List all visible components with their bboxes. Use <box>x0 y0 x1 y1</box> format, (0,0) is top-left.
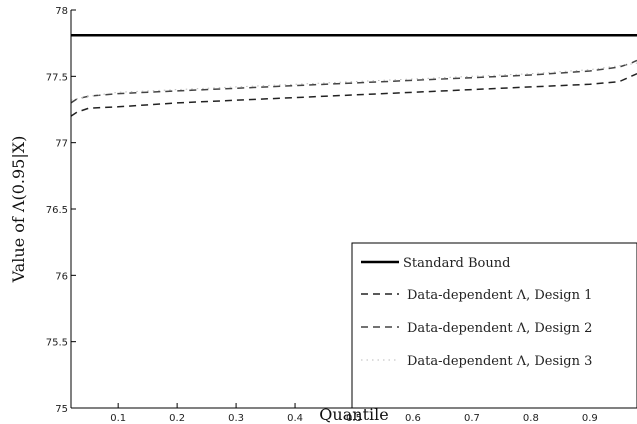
y-tick-label: 76.5 <box>46 205 68 216</box>
legend-label-2: Data-dependent Λ, Design 1 <box>407 288 592 303</box>
series-layer <box>70 33 637 117</box>
legend-label-4: Data-dependent Λ, Design 3 <box>407 354 592 369</box>
y-tick-label: 77.5 <box>46 72 68 83</box>
x-tick-label: 0.5 <box>346 413 362 424</box>
x-tick-label: 0.3 <box>228 413 244 424</box>
x-tick-label: 0.4 <box>287 413 303 424</box>
y-tick-label: 76 <box>55 271 68 282</box>
y-tick-label: 77 <box>55 139 68 150</box>
x-tick-label: 0.9 <box>582 413 598 424</box>
y-tick-label: 78 <box>55 6 68 17</box>
series-line-2 <box>70 73 637 117</box>
legend: Standard Bound Data-dependent Λ, Design 1… <box>351 242 637 409</box>
legend-label-1: Standard Bound <box>403 256 510 271</box>
x-tick-label: 0.8 <box>523 413 539 424</box>
x-tick-label: 0.7 <box>464 413 480 424</box>
x-tick-label: 0.2 <box>169 413 185 424</box>
y-tick-label: 75.5 <box>46 338 68 349</box>
x-axis-label: Quantile <box>319 405 388 424</box>
legend-label-3: Data-dependent Λ, Design 2 <box>407 321 592 336</box>
x-tick-label: 0.1 <box>110 413 126 424</box>
x-tick-label: 0.6 <box>405 413 421 424</box>
y-tick-label: 75 <box>55 404 68 415</box>
y-axis-label: Value of Λ(0.95|X) <box>9 136 28 284</box>
ticks-layer: 0.1 0.2 0.3 0.4 0.5 0.6 0.7 0.8 0.9 75 75.5 76 76.5 7… <box>46 6 598 424</box>
legend-box <box>351 242 637 409</box>
